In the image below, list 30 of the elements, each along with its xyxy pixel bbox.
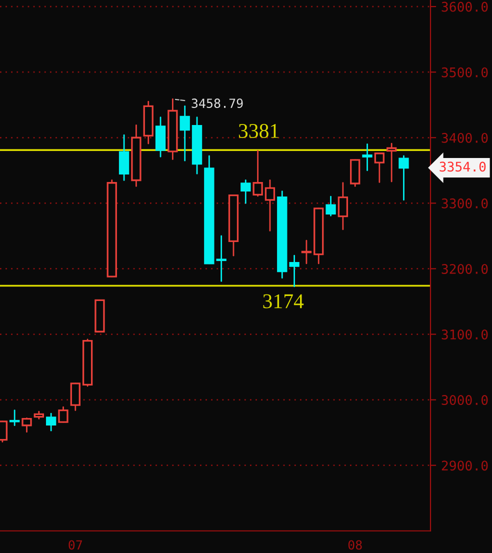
candlestick bbox=[143, 100, 154, 144]
candlestick bbox=[289, 254, 300, 288]
text: 3354.0 bbox=[440, 162, 486, 172]
x-tick-label: 08 bbox=[348, 540, 362, 550]
y-tick-label: 3400.0 bbox=[442, 132, 488, 143]
candlestick bbox=[398, 155, 409, 201]
candlestick bbox=[301, 240, 312, 264]
ref-line-label: 3381 bbox=[238, 124, 278, 138]
y-tick-label: 3600.0 bbox=[442, 2, 488, 12]
y-tick-label: 3000.0 bbox=[442, 395, 488, 406]
ref-line-label: 3174 bbox=[263, 294, 304, 308]
candlestick bbox=[46, 412, 56, 432]
candlestick bbox=[386, 142, 397, 182]
annotation: 3458.79 bbox=[192, 98, 243, 108]
candlestick bbox=[362, 143, 372, 172]
y-tick-label: 3100.0 bbox=[442, 330, 488, 340]
candlestick bbox=[338, 182, 348, 230]
y-tick-label: 3300.0 bbox=[442, 198, 488, 208]
candlestick bbox=[168, 98, 178, 160]
candlestick bbox=[180, 105, 190, 162]
candlestick bbox=[34, 410, 44, 420]
y-tick-label: 3500.0 bbox=[442, 67, 488, 78]
y-tick-label: 3200.0 bbox=[442, 264, 488, 274]
candlestick bbox=[277, 190, 288, 279]
candlestick bbox=[240, 180, 251, 204]
candlestick bbox=[131, 124, 142, 187]
candlestick bbox=[10, 410, 20, 426]
y-tick-label: 2900.0 bbox=[442, 460, 488, 471]
candlestick bbox=[326, 196, 336, 216]
x-tick-label: 07 bbox=[68, 540, 82, 550]
